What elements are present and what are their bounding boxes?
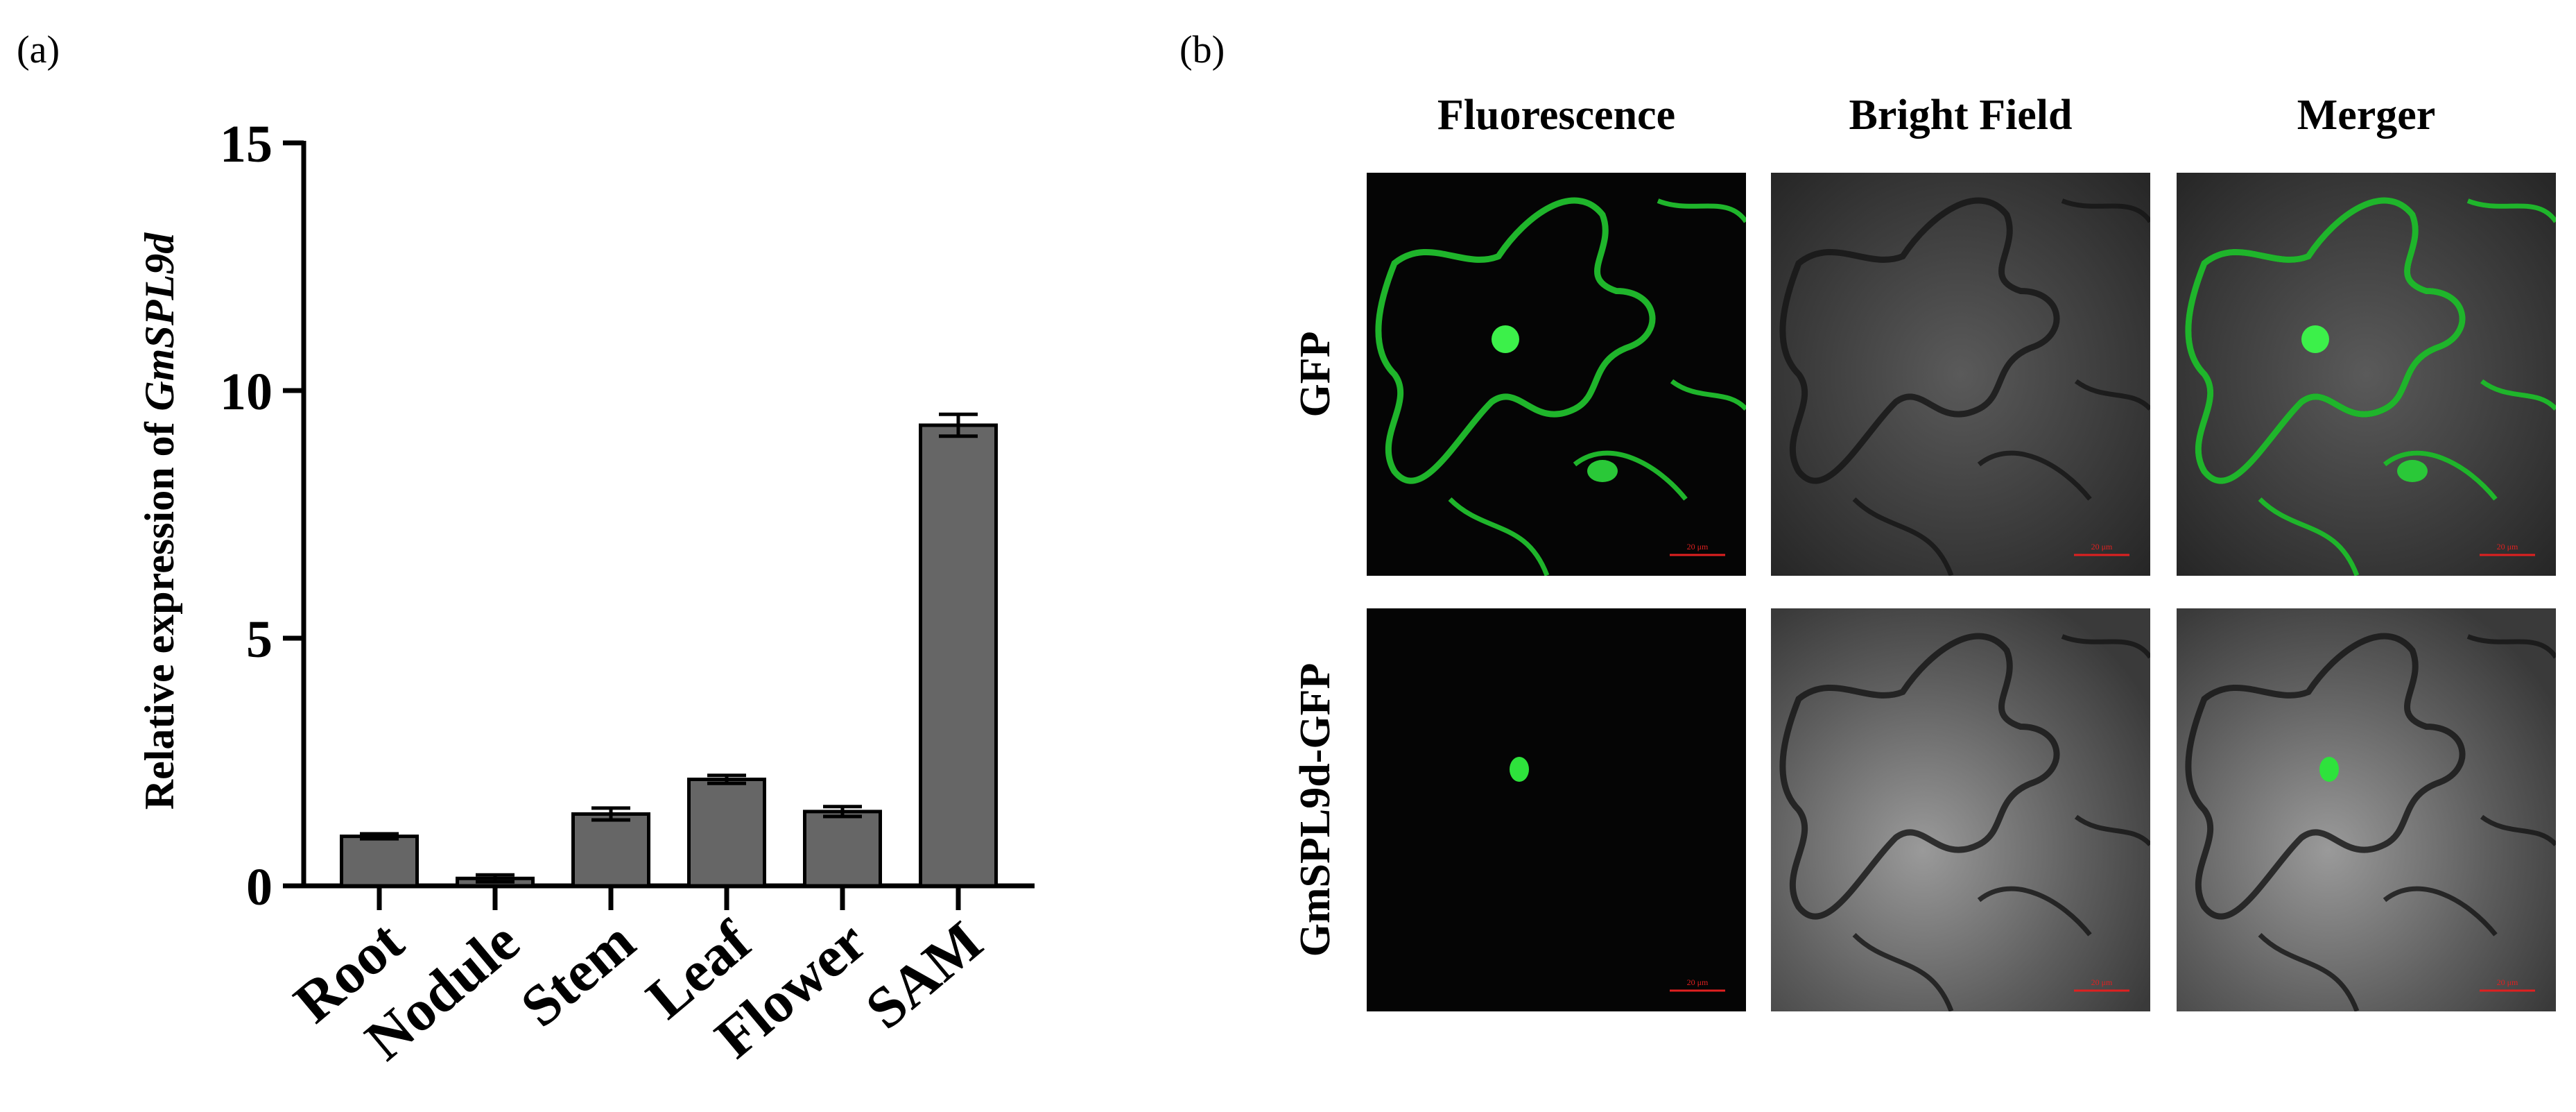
error-bar [707,773,746,785]
y-tick-label: 15 [220,115,273,173]
panel-label: (b) [1179,28,1225,71]
y-tick-label: 0 [246,858,273,916]
micrograph-frame [2177,173,2556,576]
scale-bar-label: 20 μm [1687,977,1709,987]
bar [687,777,766,888]
micrograph: 20 μm [2177,608,2556,1011]
nucleus [2301,325,2329,353]
scale-bar-label: 20 μm [2091,542,2113,551]
nucleus [2319,757,2339,782]
scale-bar-label: 20 μm [2091,977,2113,987]
micrograph: 20 μm [1771,608,2150,1011]
nucleus [1510,757,1529,782]
micrograph: 20 μm [1367,173,1746,576]
x-tick-label: SAM [854,909,994,1041]
micrograph-frame [2177,608,2556,1011]
error-bar [823,805,862,819]
micrograph: 20 μm [2177,173,2556,576]
y-axis-label: Relative expression of GmSPL9d [137,232,182,810]
scale-bar-label: 20 μm [2497,977,2518,987]
micrograph-frame [1367,608,1746,1011]
column-header: Merger [2297,92,2436,139]
y-axis-label-part: Relative expression of [137,421,182,810]
scale-bar-label: 20 μm [1687,542,1709,551]
bar [803,810,882,888]
error-bar [939,412,978,438]
microscopy-grid: Fluorescence Bright Field Merger GFP GmSPL9d… [1292,92,2556,1011]
bar [919,423,998,888]
row-label: GmSPL9d-GFP [1292,663,1339,957]
nucleus [1492,325,1519,353]
error-bar [591,806,630,822]
column-header: Bright Field [1849,92,2072,139]
micrograph-frame [1771,173,2150,576]
micrograph-frame [1771,608,2150,1011]
scale-bar-label: 20 μm [2497,542,2518,551]
nucleus [1587,460,1618,482]
panel-label: (a) [17,28,60,71]
error-bar [360,832,399,841]
micrograph-frame [1367,173,1746,576]
x-tick-label: Stem [509,909,647,1039]
bar [340,835,419,888]
micrograph: 20 μm [1367,608,1746,1011]
y-axis-label-part: GmSPL9d [137,232,182,411]
nucleus [2397,460,2428,482]
row-label: GFP [1292,332,1339,418]
bar [571,812,650,888]
error-bar [476,873,515,884]
y-tick-label: 5 [246,610,273,669]
y-tick-label: 10 [220,363,273,421]
micrograph: 20 μm [1771,173,2150,576]
column-header: Fluorescence [1437,92,1675,139]
